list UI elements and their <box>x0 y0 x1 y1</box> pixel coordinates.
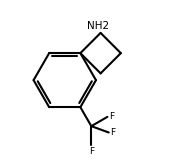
Text: F: F <box>110 128 116 137</box>
Text: F: F <box>89 147 94 156</box>
Text: F: F <box>109 112 114 121</box>
Text: NH2: NH2 <box>87 21 109 31</box>
